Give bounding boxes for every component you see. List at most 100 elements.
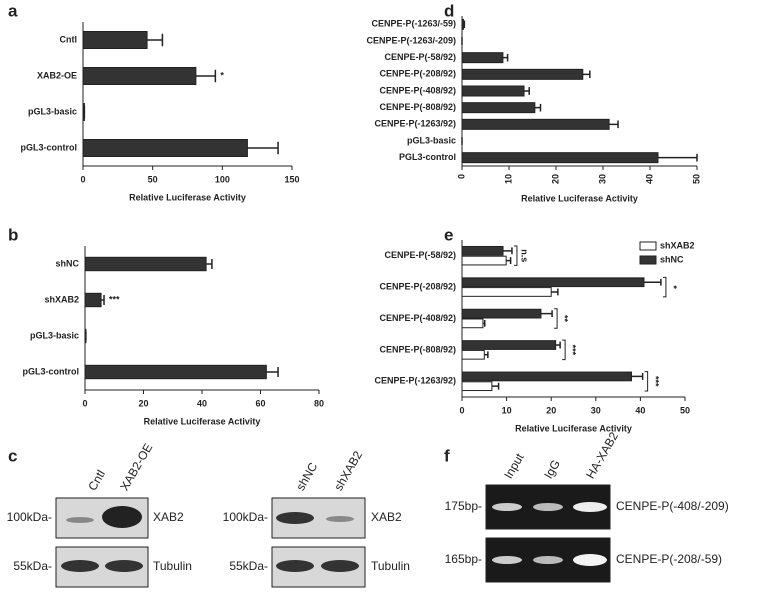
x-tick-label: 40 bbox=[644, 174, 654, 184]
bar bbox=[461, 85, 525, 97]
error-bar bbox=[206, 258, 213, 270]
marker-label: 175bp- bbox=[445, 499, 482, 513]
bar bbox=[461, 118, 610, 130]
bar bbox=[461, 102, 536, 114]
bar bbox=[461, 349, 485, 360]
protein-label: Tubulin bbox=[153, 559, 192, 573]
error-bar bbox=[195, 69, 217, 83]
x-tick-label: 20 bbox=[138, 398, 148, 408]
x-tick-label: 60 bbox=[255, 398, 265, 408]
bar bbox=[84, 292, 102, 308]
significance-bracket bbox=[644, 371, 649, 392]
error-bar bbox=[534, 103, 542, 112]
panel-letter: e bbox=[444, 225, 453, 244]
band bbox=[492, 503, 522, 511]
protein-label: XAB2 bbox=[153, 510, 184, 524]
category-label: pGL3-control bbox=[21, 142, 78, 152]
x-tick-label: 30 bbox=[591, 405, 601, 415]
x-tick-label: 30 bbox=[597, 174, 607, 184]
lane-label: shNC bbox=[293, 460, 320, 493]
panel-letter: d bbox=[444, 1, 454, 20]
category-label: CENPE-P(-808/92) bbox=[379, 344, 456, 354]
legend-label: shNC bbox=[660, 254, 684, 264]
x-tick-label: 0 bbox=[82, 398, 87, 408]
category-label: CENPE-P(-408/92) bbox=[379, 85, 456, 95]
marker-label: 55kDa- bbox=[229, 559, 268, 573]
category-label: pGL3-basic bbox=[407, 135, 456, 145]
significance-bracket bbox=[662, 276, 667, 298]
significance-label: *** bbox=[109, 294, 120, 304]
bar bbox=[461, 371, 632, 382]
lane-label: HA-XAB2 bbox=[583, 429, 621, 481]
category-label: Cntl bbox=[60, 34, 78, 44]
band bbox=[66, 517, 94, 523]
bar bbox=[84, 256, 207, 272]
band bbox=[102, 506, 142, 528]
bar bbox=[461, 18, 464, 30]
category-label: CENPE-P(-1263/92) bbox=[374, 376, 456, 386]
band bbox=[573, 554, 607, 566]
band bbox=[533, 503, 563, 511]
band bbox=[276, 560, 314, 572]
error-bar bbox=[555, 341, 561, 349]
x-tick-label: 150 bbox=[284, 174, 299, 184]
error-bar bbox=[266, 366, 279, 378]
category-label: pGL3-control bbox=[23, 366, 80, 376]
x-tick-label: 20 bbox=[546, 405, 556, 415]
x-axis-label: Relative Luciferase Activity bbox=[129, 192, 246, 202]
significance-label: n.s bbox=[520, 249, 530, 262]
category-label: CENPE-P(-1263/-59) bbox=[371, 19, 456, 29]
error-bar bbox=[463, 20, 466, 29]
lane-label: Cntl bbox=[85, 468, 108, 493]
x-axis-label: Relative Luciferase Activity bbox=[144, 416, 261, 426]
band bbox=[61, 560, 99, 572]
band bbox=[105, 560, 143, 572]
bar bbox=[461, 308, 542, 319]
category-label: shNC bbox=[55, 258, 79, 268]
panel-letter: f bbox=[444, 446, 450, 465]
category-label: CENPE-P(-408/92) bbox=[379, 313, 456, 323]
protein-label: Tubulin bbox=[371, 559, 410, 573]
x-axis-label: Relative Luciferase Activity bbox=[521, 193, 638, 203]
band bbox=[533, 556, 563, 564]
bar bbox=[461, 381, 493, 392]
error-bar bbox=[247, 141, 279, 155]
category-label: shXAB2 bbox=[44, 294, 79, 304]
bar bbox=[461, 318, 484, 329]
error-bar bbox=[502, 53, 509, 62]
category-label: PGL3-control bbox=[399, 152, 456, 162]
category-label: pGL3-basic bbox=[30, 330, 79, 340]
bar bbox=[461, 68, 584, 80]
bar bbox=[82, 31, 148, 49]
x-tick-label: 80 bbox=[314, 398, 324, 408]
bar bbox=[461, 52, 504, 64]
lane-label: IgG bbox=[541, 457, 563, 481]
band bbox=[492, 556, 522, 564]
marker-label: 165bp- bbox=[445, 552, 482, 566]
significance-bracket bbox=[562, 339, 566, 361]
bar bbox=[84, 364, 267, 380]
error-bar bbox=[657, 153, 698, 162]
x-tick-label: 10 bbox=[502, 405, 512, 415]
error-bar bbox=[582, 70, 591, 79]
category-label: CENPE-P(-808/92) bbox=[379, 102, 456, 112]
panel-letter: c bbox=[8, 446, 17, 465]
error-bar bbox=[643, 278, 662, 286]
error-bar bbox=[503, 247, 513, 255]
category-label: CENPE-P(-58/92) bbox=[384, 250, 456, 260]
error-bar bbox=[482, 319, 486, 327]
significance-label: * bbox=[220, 70, 224, 80]
x-tick-label: 0 bbox=[456, 174, 466, 179]
panel-letter: a bbox=[8, 1, 18, 20]
significance-label: * bbox=[669, 285, 679, 289]
x-axis-label: Relative Luciferase Activity bbox=[515, 423, 632, 433]
band bbox=[276, 512, 314, 524]
lane-label: Input bbox=[501, 450, 527, 481]
protein-label: XAB2 bbox=[371, 510, 402, 524]
bar bbox=[461, 255, 507, 266]
band bbox=[326, 516, 354, 522]
bar bbox=[461, 287, 552, 297]
x-tick-label: 50 bbox=[680, 405, 690, 415]
legend-label: shXAB2 bbox=[660, 240, 695, 250]
